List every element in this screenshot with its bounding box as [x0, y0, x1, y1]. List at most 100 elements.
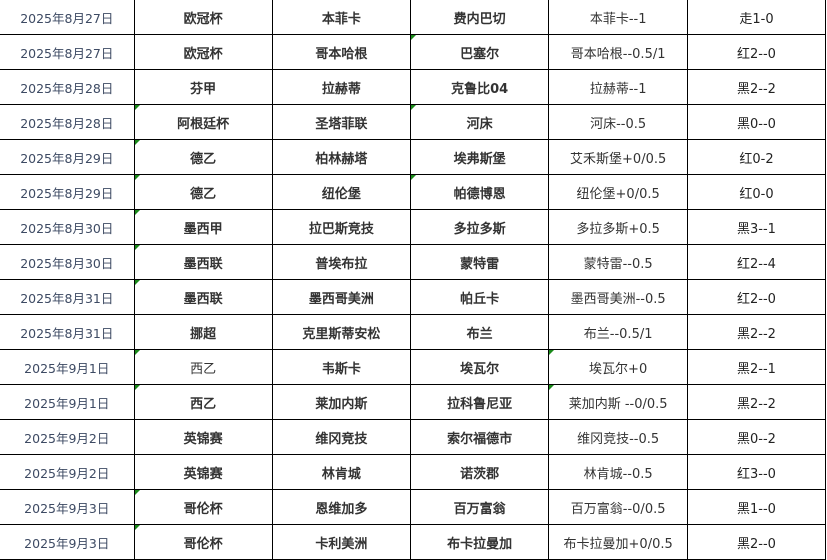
result-cell: 黑2--2 [686, 314, 827, 350]
result-cell: 黑0--2 [686, 419, 827, 455]
comment-marker-icon [411, 105, 417, 110]
date-cell: 2025年8月27日 [0, 34, 135, 70]
comment-marker-icon [135, 350, 140, 355]
league-cell: 墨西联 [133, 279, 273, 315]
tip-cell: 蒙特雷--0.5 [548, 244, 688, 280]
league-cell: 德乙 [133, 174, 273, 210]
away-cell: 埃弗斯堡 [410, 139, 550, 175]
comment-marker-icon [135, 280, 140, 285]
result-cell: 走1-0 [686, 0, 827, 35]
league-cell: 西乙 [133, 349, 273, 385]
tip-cell: 布卡拉曼加+0/0.5 [548, 524, 688, 560]
league-cell: 挪超 [133, 314, 273, 350]
away-cell: 索尔福德市 [410, 419, 550, 455]
comment-marker-icon [135, 105, 140, 110]
table-row: 2025年8月28日 芬甲 拉赫蒂 克鲁比04 拉赫蒂--1 黑2--2 [0, 69, 827, 105]
date-cell: 2025年8月30日 [0, 244, 135, 280]
league-cell: 阿根廷杯 [133, 104, 273, 140]
date-cell: 2025年8月28日 [0, 69, 135, 105]
date-cell: 2025年8月29日 [0, 174, 135, 210]
tip-cell: 河床--0.5 [548, 104, 688, 140]
comment-marker-icon [135, 525, 140, 530]
table-row: 2025年8月27日 欧冠杯 本菲卡 费内巴切 本菲卡--1 走1-0 [0, 0, 827, 35]
table-row: 2025年8月28日 阿根廷杯 圣塔菲联 河床 河床--0.5 黑0--0 [0, 104, 827, 140]
home-cell: 克里斯蒂安松 [271, 314, 412, 350]
table-row: 2025年8月29日 德乙 柏林赫塔 埃弗斯堡 艾禾斯堡+0/0.5 红0-2 [0, 139, 827, 175]
comment-marker-icon [135, 175, 140, 180]
home-cell: 林肯城 [271, 454, 412, 490]
date-cell: 2025年9月2日 [0, 454, 135, 490]
comment-marker-icon [411, 35, 417, 40]
away-cell: 河床 [410, 104, 550, 140]
league-cell: 西乙 [133, 384, 273, 420]
comment-marker-icon [411, 175, 417, 180]
table-row: 2025年9月1日 西乙 韦斯卡 埃瓦尔 埃瓦尔+0 黑2--1 [0, 349, 827, 385]
comment-marker-icon [135, 210, 140, 215]
league-cell: 芬甲 [133, 69, 273, 105]
away-cell: 帕丘卡 [410, 279, 550, 315]
comment-marker-icon [135, 490, 140, 495]
tip-cell: 哥本哈根--0.5/1 [548, 34, 688, 70]
tip-cell: 艾禾斯堡+0/0.5 [548, 139, 688, 175]
table-row: 2025年9月3日 哥伦杯 卡利美洲 布卡拉曼加 布卡拉曼加+0/0.5 黑2--0 [0, 524, 827, 560]
tip-cell: 拉赫蒂--1 [548, 69, 688, 105]
league-cell: 欧冠杯 [133, 0, 273, 35]
table-row: 2025年9月3日 哥伦杯 恩维加多 百万富翁 百万富翁--0/0.5 黑1--0 [0, 489, 827, 525]
tip-cell: 本菲卡--1 [548, 0, 688, 35]
league-cell: 英锦赛 [133, 419, 273, 455]
comment-marker-icon [135, 245, 140, 250]
result-cell: 黑3--1 [686, 209, 827, 245]
away-cell: 多拉多斯 [410, 209, 550, 245]
home-cell: 墨西哥美洲 [271, 279, 412, 315]
table-row: 2025年8月30日 墨西联 普埃布拉 蒙特雷 蒙特雷--0.5 红2--4 [0, 244, 827, 280]
comment-marker-icon [549, 350, 555, 355]
table-row: 2025年8月30日 墨西甲 拉巴斯竞技 多拉多斯 多拉多斯+0.5 黑3--1 [0, 209, 827, 245]
home-cell: 维冈竞技 [271, 419, 412, 455]
result-cell: 红3--0 [686, 454, 827, 490]
result-cell: 红2--4 [686, 244, 827, 280]
home-cell: 纽伦堡 [271, 174, 412, 210]
date-cell: 2025年9月2日 [0, 419, 135, 455]
table-row: 2025年9月1日 西乙 莱加内斯 拉科鲁尼亚 莱加内斯 --0/0.5 黑2--2 [0, 384, 827, 420]
tip-cell: 维冈竞技--0.5 [548, 419, 688, 455]
table-row: 2025年8月31日 墨西联 墨西哥美洲 帕丘卡 墨西哥美洲--0.5 红2--0 [0, 279, 827, 315]
tip-cell: 埃瓦尔+0 [548, 349, 688, 385]
date-cell: 2025年9月1日 [0, 349, 135, 385]
league-cell: 英锦赛 [133, 454, 273, 490]
home-cell: 卡利美洲 [271, 524, 412, 560]
away-cell: 帕德博恩 [410, 174, 550, 210]
result-cell: 黑2--1 [686, 349, 827, 385]
comment-marker-icon [135, 140, 140, 145]
away-cell: 克鲁比04 [410, 69, 550, 105]
result-cell: 红0-0 [686, 174, 827, 210]
tip-cell: 纽伦堡+0/0.5 [548, 174, 688, 210]
away-cell: 蒙特雷 [410, 244, 550, 280]
away-cell: 诺茨郡 [410, 454, 550, 490]
result-cell: 黑1--0 [686, 489, 827, 525]
table-row: 2025年9月2日 英锦赛 维冈竞技 索尔福德市 维冈竞技--0.5 黑0--2 [0, 419, 827, 455]
tip-cell: 莱加内斯 --0/0.5 [548, 384, 688, 420]
date-cell: 2025年8月27日 [0, 0, 135, 35]
date-cell: 2025年8月28日 [0, 104, 135, 140]
result-cell: 红0-2 [686, 139, 827, 175]
home-cell: 本菲卡 [271, 0, 412, 35]
away-cell: 埃瓦尔 [410, 349, 550, 385]
away-cell: 百万富翁 [410, 489, 550, 525]
result-cell: 红2--0 [686, 279, 827, 315]
date-cell: 2025年8月29日 [0, 139, 135, 175]
result-cell: 黑2--0 [686, 524, 827, 560]
date-cell: 2025年8月30日 [0, 209, 135, 245]
league-cell: 欧冠杯 [133, 34, 273, 70]
home-cell: 莱加内斯 [271, 384, 412, 420]
tip-cell: 多拉多斯+0.5 [548, 209, 688, 245]
table-row: 2025年8月27日 欧冠杯 哥本哈根 巴塞尔 哥本哈根--0.5/1 红2--0 [0, 34, 827, 70]
away-cell: 巴塞尔 [410, 34, 550, 70]
league-cell: 哥伦杯 [133, 524, 273, 560]
home-cell: 柏林赫塔 [271, 139, 412, 175]
home-cell: 普埃布拉 [271, 244, 412, 280]
away-cell: 拉科鲁尼亚 [410, 384, 550, 420]
league-cell: 墨西联 [133, 244, 273, 280]
date-cell: 2025年9月3日 [0, 524, 135, 560]
